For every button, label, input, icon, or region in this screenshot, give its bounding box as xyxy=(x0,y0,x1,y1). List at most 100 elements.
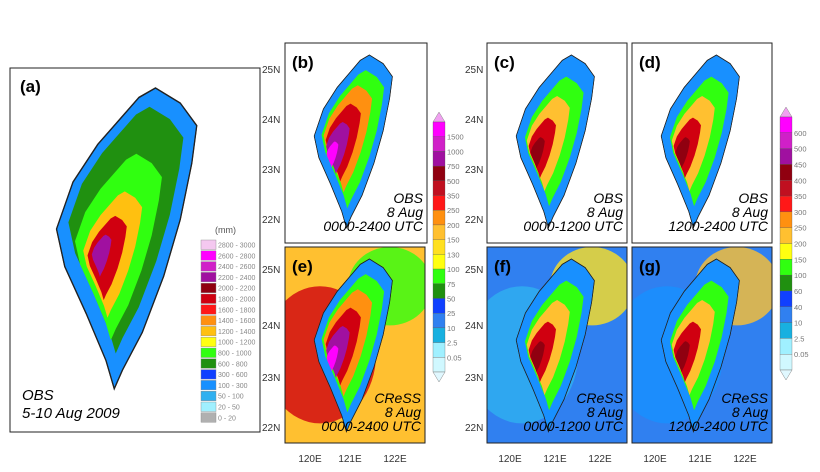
colorbar-segment xyxy=(432,136,446,152)
panel-caption: 1200-2400 UTC xyxy=(668,418,769,434)
lat-label: 24N xyxy=(262,321,280,332)
colorbar-label: 350 xyxy=(794,192,807,201)
panel-g xyxy=(631,246,773,444)
lat-label: 24N xyxy=(465,115,483,126)
colorbar-min-arrow xyxy=(432,371,446,383)
panel-label: (f) xyxy=(494,257,511,276)
colorbar-label: 300 xyxy=(794,208,807,217)
colorbar-segment xyxy=(779,290,793,307)
colorbar-segment xyxy=(432,342,446,358)
colorbar-label: 10 xyxy=(794,319,802,328)
colorbar-label: 50 xyxy=(447,294,455,303)
colorbar-label: 200 xyxy=(794,240,807,249)
colorbar-label: 2.5 xyxy=(447,339,457,348)
panel-caption: 0000-2400 UTC xyxy=(323,218,424,234)
lat-label: 22N xyxy=(262,215,280,226)
panel-e xyxy=(284,246,426,444)
panel-b xyxy=(284,42,428,244)
legend-unit: (mm) xyxy=(215,225,236,235)
colorbar-segment xyxy=(779,227,793,244)
lon-label: 120E xyxy=(298,454,322,465)
colorbar-segment xyxy=(432,165,446,181)
legend-label: 1000 - 1200 xyxy=(218,340,255,347)
panel-d xyxy=(631,42,773,244)
colorbar-segment xyxy=(432,180,446,196)
panel-label: (a) xyxy=(20,77,41,96)
panel-caption: OBS xyxy=(393,190,423,206)
panel-caption: CReSS xyxy=(721,390,768,406)
colorbar-segment xyxy=(432,121,446,137)
colorbar-label: 130 xyxy=(447,250,460,259)
legend-label: 1200 - 1400 xyxy=(218,329,255,336)
panel-caption: 0000-1200 UTC xyxy=(523,218,624,234)
colorbar-label: 500 xyxy=(447,177,460,186)
panel-caption: 8 Aug xyxy=(385,404,421,420)
panel-caption: 8 Aug xyxy=(732,404,768,420)
legend-swatch xyxy=(200,261,217,272)
panel-caption: 0000-2400 UTC xyxy=(321,418,422,434)
colorbar-segment xyxy=(432,327,446,343)
colorbar-segment xyxy=(432,268,446,284)
lat-label: 25N xyxy=(465,65,483,76)
legend-label: 1400 - 1600 xyxy=(218,318,255,325)
lat-label: 23N xyxy=(262,165,280,176)
legend-label: 2400 - 2600 xyxy=(218,264,255,271)
colorbar-label: 100 xyxy=(447,265,460,274)
colorbar-label: 750 xyxy=(447,162,460,171)
colorbar-label: 150 xyxy=(447,236,460,245)
lon-label: 122E xyxy=(733,454,757,465)
legend-swatch xyxy=(200,337,217,347)
legend-swatch xyxy=(200,358,217,369)
panel-label: (c) xyxy=(494,53,515,72)
lat-label: 23N xyxy=(262,373,280,384)
colorbar-label: 500 xyxy=(794,145,807,154)
panel-caption: 8 Aug xyxy=(587,204,623,220)
colorbar-label: 600 xyxy=(794,129,807,138)
lat-label: 22N xyxy=(262,423,280,434)
lon-label: 121E xyxy=(688,454,712,465)
colorbar-segment xyxy=(779,211,793,228)
lon-label: 122E xyxy=(383,454,407,465)
colorbar-label: 0.05 xyxy=(447,353,462,362)
panel-caption: 0000-1200 UTC xyxy=(523,418,624,434)
colorbar-label: 400 xyxy=(794,176,807,185)
legend-label: 50 - 100 xyxy=(218,394,244,401)
panel-caption: OBS xyxy=(738,190,768,206)
legend-swatch xyxy=(200,250,217,261)
colorbar-segment xyxy=(779,243,793,260)
colorbar-label: 2.5 xyxy=(794,334,804,343)
colorbar-label: 450 xyxy=(794,160,807,169)
colorbar-segment xyxy=(432,298,446,314)
colorbar-segment xyxy=(779,180,793,197)
legend-swatch xyxy=(200,391,217,401)
colorbar-label: 250 xyxy=(447,206,460,215)
colorbar-label: 150 xyxy=(794,255,807,264)
legend-label: 300 - 600 xyxy=(218,372,248,379)
panel-c xyxy=(486,42,628,244)
panel-label: (d) xyxy=(639,53,661,72)
colorbar-segment xyxy=(432,357,446,373)
legend-swatch xyxy=(200,369,217,380)
panel-f xyxy=(486,246,628,444)
panel-label: (b) xyxy=(292,53,314,72)
colorbar-segment xyxy=(432,151,446,167)
lat-label: 25N xyxy=(262,65,280,76)
lat-label: 23N xyxy=(465,373,483,384)
colorbar-segment xyxy=(779,322,793,339)
legend-label: 2200 - 2400 xyxy=(218,275,255,282)
colorbar-segment xyxy=(432,210,446,226)
colorbar-label: 75 xyxy=(447,280,455,289)
legend-swatch xyxy=(200,315,217,326)
lon-label: 121E xyxy=(543,454,567,465)
legend-swatch xyxy=(200,239,217,250)
colorbar-label: 40 xyxy=(794,303,802,312)
legend-swatch xyxy=(200,293,217,304)
colorbar-segment xyxy=(432,283,446,299)
legend-label: 600 - 800 xyxy=(218,361,248,368)
colorbar-segment xyxy=(432,313,446,329)
colorbar-segment xyxy=(432,239,446,255)
legend-swatch xyxy=(200,401,217,412)
legend-label: 0 - 20 xyxy=(218,415,236,422)
colorbar-label: 350 xyxy=(447,192,460,201)
